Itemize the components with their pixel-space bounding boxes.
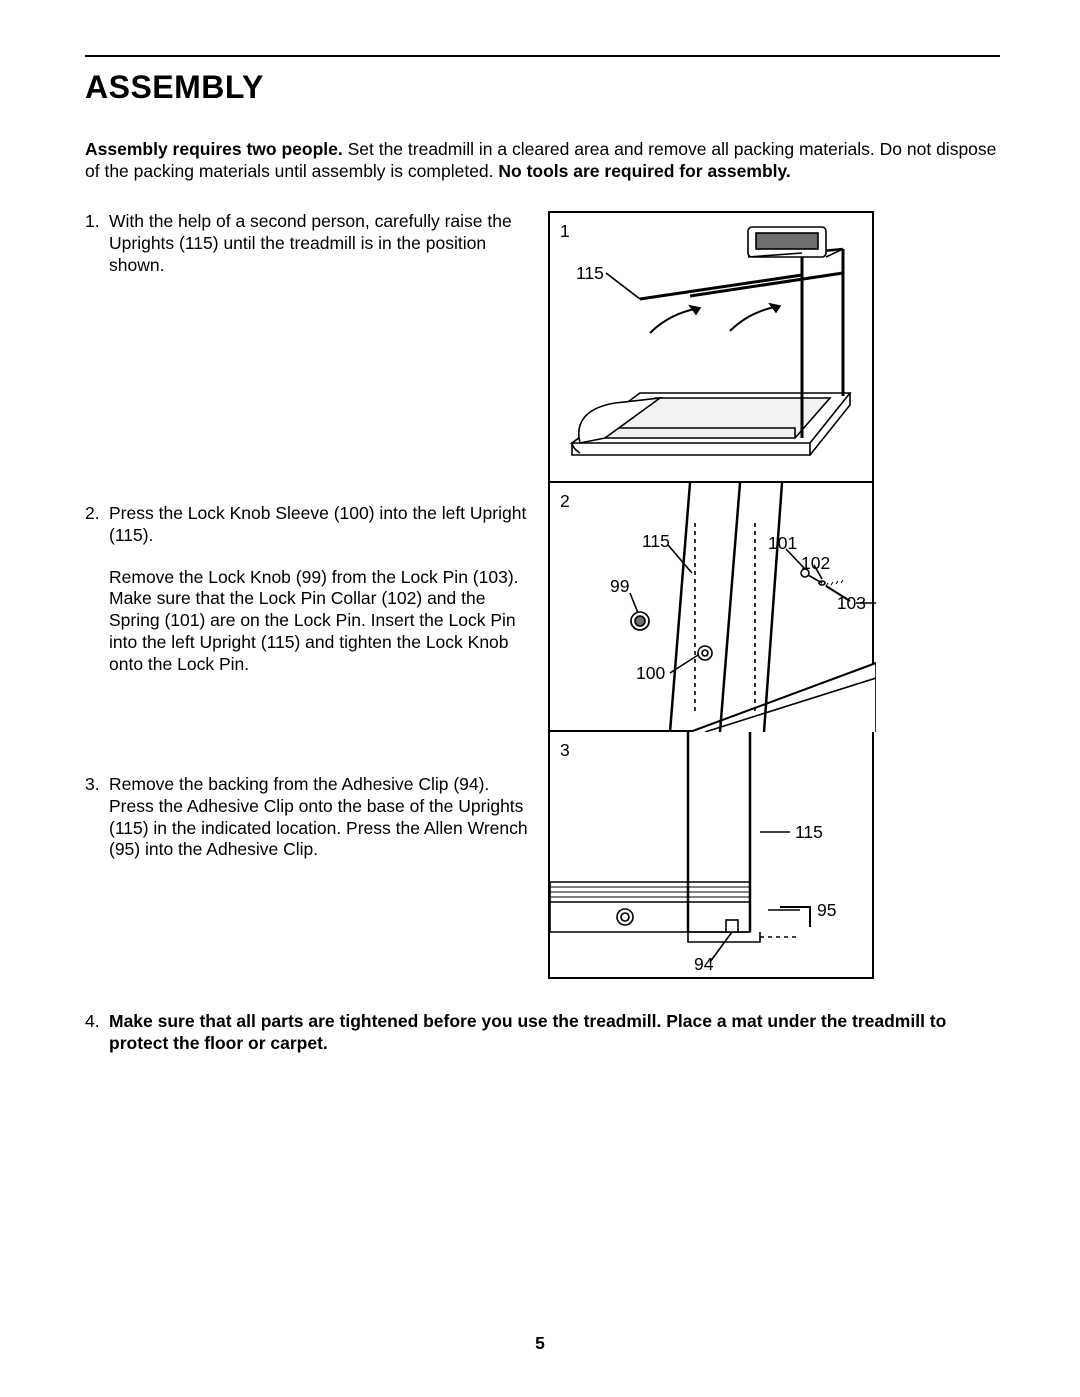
figure-column: 1 <box>548 211 874 979</box>
header-rule <box>85 55 1000 57</box>
figure-3-drawing <box>550 732 876 977</box>
step-3-text: Remove the backing from the Adhesive Cli… <box>109 774 530 862</box>
figure-1: 1 <box>550 213 872 483</box>
figure-3: 3 <box>550 732 872 977</box>
step-3-number: 3. <box>85 774 109 862</box>
figure-2: 2 <box>550 483 872 732</box>
step-1-number: 1. <box>85 211 109 481</box>
fig2-label-100: 100 <box>636 663 665 685</box>
page-title: ASSEMBLY <box>85 67 1000 107</box>
step-4-text: Make sure that all parts are tightened b… <box>109 1011 999 1055</box>
fig2-label-99: 99 <box>610 576 629 598</box>
figure-2-number: 2 <box>560 491 570 513</box>
step-2-number: 2. <box>85 503 109 752</box>
fig3-label-94: 94 <box>694 954 713 976</box>
step-4: 4. Make sure that all parts are tightene… <box>85 1011 1000 1055</box>
page-number: 5 <box>0 1333 1080 1355</box>
intro-trail-bold: No tools are required for assembly. <box>498 161 790 181</box>
fig2-label-101: 101 <box>768 533 797 555</box>
figure-3-number: 3 <box>560 740 570 762</box>
step-1-text: With the help of a second person, carefu… <box>109 211 530 481</box>
step-4-number: 4. <box>85 1011 109 1055</box>
step-1: 1. With the help of a second person, car… <box>85 211 530 481</box>
fig3-label-115: 115 <box>795 822 823 844</box>
fig2-label-115: 115 <box>642 531 670 553</box>
intro-lead-bold: Assembly requires two people. <box>85 139 343 159</box>
fig2-label-102: 102 <box>801 553 830 575</box>
figure-1-drawing <box>550 213 876 483</box>
steps-column: 1. With the help of a second person, car… <box>85 211 530 884</box>
step-3: 3. Remove the backing from the Adhesive … <box>85 774 530 862</box>
step-2-p2: Remove the Lock Knob (99) from the Lock … <box>109 567 530 676</box>
intro-paragraph: Assembly requires two people. Set the tr… <box>85 139 997 183</box>
figure-1-number: 1 <box>560 221 570 243</box>
content-row: 1. With the help of a second person, car… <box>85 211 1000 979</box>
step-2-p1: Press the Lock Knob Sleeve (100) into th… <box>109 503 530 547</box>
step-2: 2. Press the Lock Knob Sleeve (100) into… <box>85 503 530 752</box>
fig1-label-115: 115 <box>576 263 604 285</box>
figure-2-drawing <box>550 483 876 732</box>
fig3-label-95: 95 <box>817 900 836 922</box>
fig2-label-103: 103 <box>837 593 866 615</box>
